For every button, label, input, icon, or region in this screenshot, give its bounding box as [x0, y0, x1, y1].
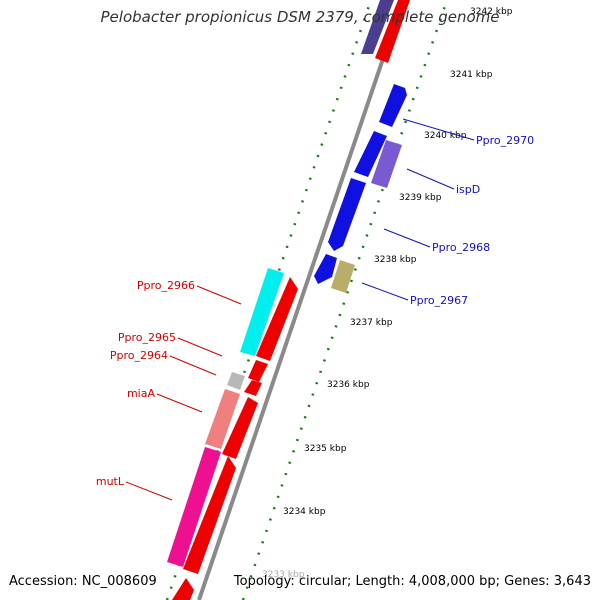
gene-label-ppro-2965: Ppro_2965: [118, 331, 176, 344]
scale-label: 3242 kbp: [470, 7, 513, 17]
cds-mutl: [167, 447, 221, 567]
leader-line: [402, 118, 475, 141]
leader-line: [361, 282, 409, 301]
scale-label: 3238 kbp: [374, 255, 417, 265]
gene-label-ppro-2964: Ppro_2964: [110, 349, 168, 362]
map-title: Pelobacter propionicus DSM 2379, complet…: [100, 8, 500, 26]
cds-ppro-2965: [248, 360, 268, 382]
leader-line: [406, 168, 455, 190]
scale-label: 3234 kbp: [283, 507, 326, 517]
genome-backbone: [197, 0, 405, 600]
leader-line: [196, 285, 242, 305]
inner-tick-ring: [241, 0, 449, 600]
cds-bottom-red: [172, 578, 194, 600]
accession-text: Accession: NC_008609: [9, 574, 157, 589]
leader-line: [169, 355, 217, 376]
gene-label-ppro-2966: Ppro_2966: [137, 279, 195, 292]
leader-line: [177, 337, 223, 357]
cds-ppro-2964: [227, 372, 245, 390]
cds-ppro-2968: [328, 178, 366, 251]
cds-ppro-2964-red: [244, 380, 262, 396]
gene-label-ispd: ispD: [456, 183, 480, 196]
gene-label-ppro-2970: Ppro_2970: [476, 134, 534, 147]
feature-top-purple: [361, 0, 394, 54]
scale-label: 3240 kbp: [424, 131, 467, 141]
gene-label-miaa: miaA: [127, 387, 156, 400]
scale-label: 3237 kbp: [350, 318, 393, 328]
scale-label: 3236 kbp: [327, 380, 370, 390]
cds-ppro-2970: [379, 84, 407, 127]
gene-label-ppro-2967: Ppro_2967: [410, 294, 468, 307]
scale-label: 3239 kbp: [399, 193, 442, 203]
cds-miaa: [205, 389, 240, 449]
genome-stats-text: Topology: circular; Length: 4,008,000 bp…: [233, 574, 591, 589]
leader-line: [156, 393, 203, 413]
scale-label: 3233 kbp: [262, 570, 305, 580]
scale-label: 3235 kbp: [304, 444, 347, 454]
cds-ppro-2967-blue: [314, 254, 337, 284]
cds-mutl-red: [183, 456, 236, 574]
cds-miaa-red: [222, 397, 258, 459]
cds-ppro-2966-red: [256, 277, 298, 361]
leader-line: [383, 228, 431, 248]
outer-tick-ring: [165, 0, 373, 600]
cds-3240-blue: [354, 131, 387, 177]
gene-label-ppro-2968: Ppro_2968: [432, 241, 490, 254]
cds-ppro-2966: [240, 268, 284, 356]
cds-ppro-2967: [331, 260, 355, 293]
cds-ispd: [371, 140, 402, 188]
gene-label-mutl: mutL: [96, 475, 125, 488]
feature-top-red: [375, 0, 410, 63]
scale-label: 3241 kbp: [450, 70, 493, 80]
leader-line: [125, 481, 173, 501]
